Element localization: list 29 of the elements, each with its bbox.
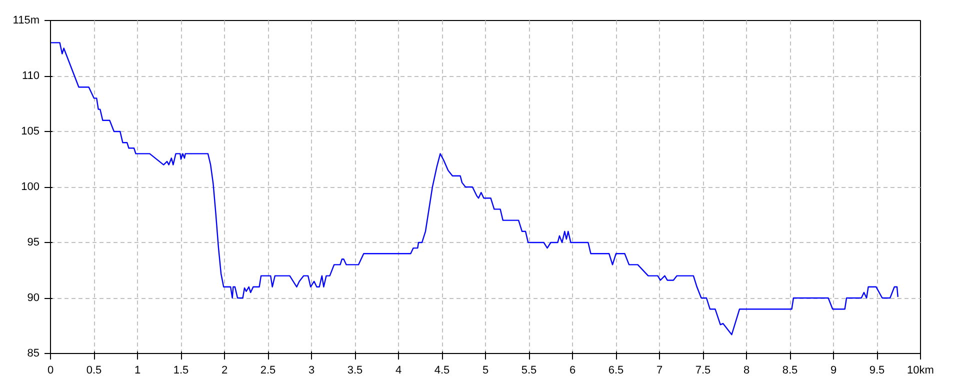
x-tick-label: 7: [656, 364, 663, 376]
line-series: [50, 42, 898, 336]
x-tick-label: 7.5: [695, 364, 711, 376]
x-tick-label: 2.5: [260, 364, 276, 376]
x-tick-label: 1.5: [173, 364, 189, 376]
y-tick-label: 90: [27, 292, 40, 304]
y-tick-label: 100: [21, 181, 40, 193]
x-tick-label: 3: [308, 364, 315, 376]
x-tick-label: 8.5: [782, 364, 798, 376]
x-tick-label: 0: [47, 364, 54, 376]
y-tick-label: 115m: [12, 14, 40, 26]
x-tick-label: 5: [482, 364, 489, 376]
x-tick-label: 6.5: [608, 364, 624, 376]
x-tick-label: 6: [569, 364, 576, 376]
x-tick-label: 10km: [907, 364, 934, 376]
x-tick-label: 8: [743, 364, 750, 376]
x-tick-label: 5.5: [521, 364, 537, 376]
x-tick-label: 1: [134, 364, 141, 376]
x-tick-label: 4: [395, 364, 402, 376]
y-tick-label: 105: [21, 126, 40, 138]
y-tick-label: 110: [22, 70, 40, 82]
y-tick-label: 95: [27, 236, 40, 248]
x-tick-label: 0.5: [86, 364, 102, 376]
x-tick-label: 2: [221, 364, 228, 376]
x-tick-label: 3.5: [347, 364, 363, 376]
x-tick-label: 9.5: [869, 364, 885, 376]
y-tick-label: 85: [27, 348, 40, 360]
x-tick-label: 9: [830, 364, 837, 376]
x-tick-label: 4.5: [434, 364, 450, 376]
